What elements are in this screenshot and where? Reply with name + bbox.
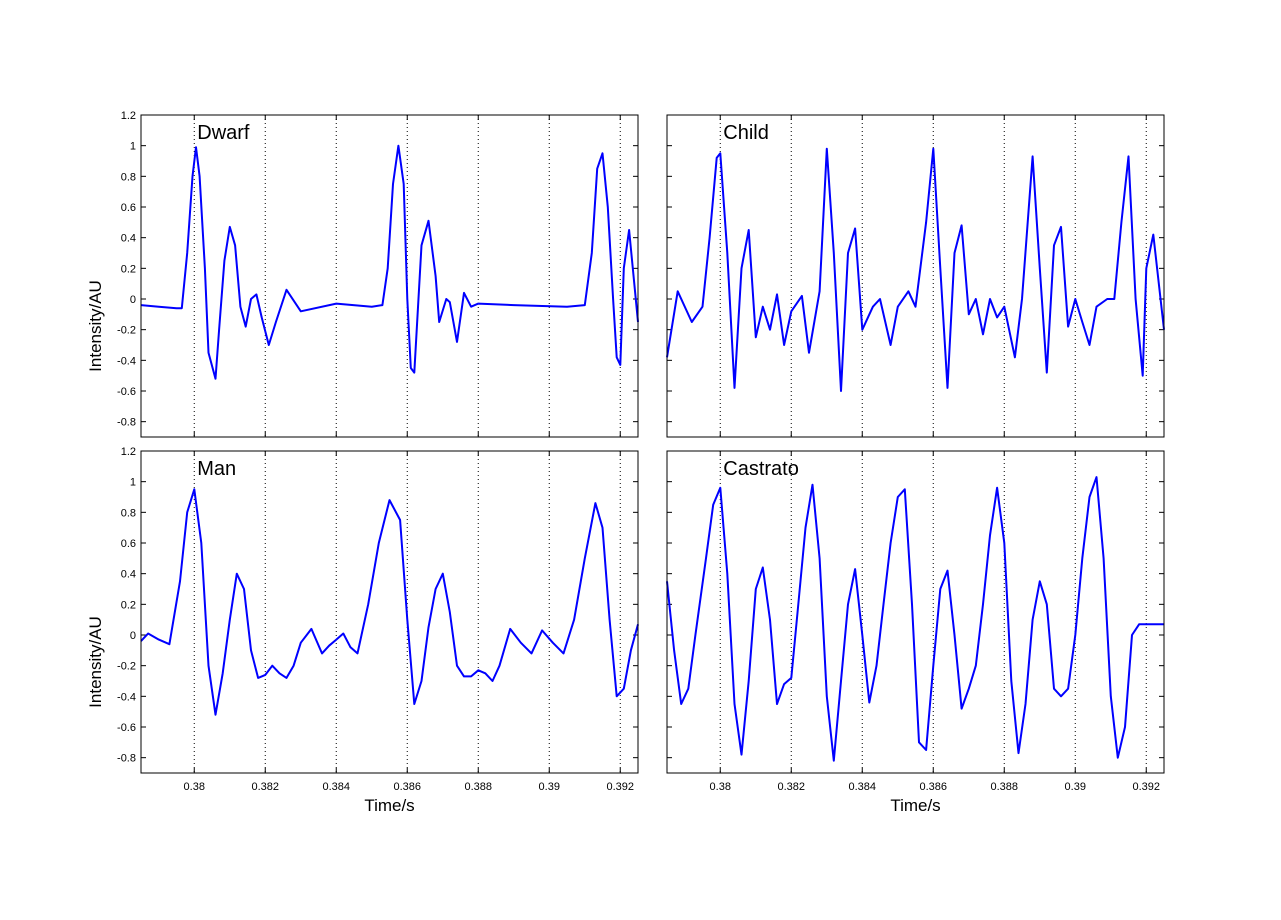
chart-panel-child: Child bbox=[666, 114, 1165, 438]
x-tick-label: 0.384 bbox=[322, 781, 350, 793]
y-tick-label: 0.2 bbox=[121, 263, 136, 275]
y-tick-label: 1 bbox=[130, 141, 136, 153]
axes-background bbox=[141, 451, 638, 773]
y-tick-label: 0.8 bbox=[121, 507, 136, 519]
x-tick-label: 0.388 bbox=[464, 781, 492, 793]
x-tick-label: 0.382 bbox=[251, 781, 279, 793]
y-tick-label: 0.8 bbox=[121, 171, 136, 183]
y-tick-label: 1 bbox=[130, 477, 136, 489]
y-axis-title: Intensity/AU bbox=[86, 616, 105, 708]
series-line bbox=[140, 488, 639, 716]
x-tick-label: 0.386 bbox=[919, 781, 947, 793]
axes-background bbox=[667, 451, 1164, 773]
axes-box bbox=[140, 114, 639, 438]
x-tick-label: 0.39 bbox=[539, 781, 560, 793]
y-tick-label: -0.6 bbox=[117, 722, 136, 734]
y-tick-label: 0.6 bbox=[121, 538, 136, 550]
y-tick-label: 0 bbox=[130, 630, 136, 642]
y-tick-label: -0.8 bbox=[117, 753, 136, 765]
x-tick-label: 0.38 bbox=[184, 781, 205, 793]
y-tick-label: 0.4 bbox=[121, 233, 136, 245]
y-axis-title: Intensity/AU bbox=[86, 280, 105, 372]
chart-panel-castrato: 0.38 0.382 0.384 0.386 0.388 0.39 0.392 Castrat… bbox=[666, 450, 1165, 815]
x-tick-label: 0.392 bbox=[606, 781, 634, 793]
chart-panel-man: -0.8 -0.6 -0.4 -0.2 0 0.2 0.4 0.6 0.8 1 1.2 0.38 0.3… bbox=[86, 446, 639, 815]
panel-title: Child bbox=[723, 122, 769, 144]
x-tick-label: 0.382 bbox=[777, 781, 805, 793]
panel-title: Dwarf bbox=[197, 122, 250, 144]
y-tick-label: 1.2 bbox=[121, 446, 136, 458]
series-line bbox=[666, 147, 1165, 392]
series-line bbox=[666, 476, 1164, 762]
y-tick-label: 0.6 bbox=[121, 202, 136, 214]
y-tick-label: -0.6 bbox=[117, 386, 136, 398]
axes-box bbox=[666, 114, 1165, 438]
panel-title: Castrato bbox=[723, 458, 799, 480]
axes-box bbox=[666, 450, 1165, 774]
y-tick-label: 0 bbox=[130, 294, 136, 306]
axes-box bbox=[140, 450, 639, 774]
y-tick-label: 0.2 bbox=[121, 599, 136, 611]
y-tick-label: -0.8 bbox=[117, 417, 136, 429]
y-tick-label: 1.2 bbox=[121, 110, 136, 122]
x-axis-title: Time/s bbox=[890, 796, 940, 815]
panel-title: Man bbox=[197, 458, 236, 480]
x-tick-label: 0.39 bbox=[1065, 781, 1086, 793]
y-tick-label: -0.2 bbox=[117, 325, 136, 337]
chart-panel-dwarf: -0.8 -0.6 -0.4 -0.2 0 0.2 0.4 0.6 0.8 1 1.2 Dwarf In… bbox=[86, 110, 639, 438]
x-tick-label: 0.388 bbox=[990, 781, 1018, 793]
y-tick-label: -0.2 bbox=[117, 661, 136, 673]
series-line bbox=[140, 144, 639, 380]
y-tick-label: -0.4 bbox=[117, 691, 136, 703]
x-tick-label: 0.386 bbox=[393, 781, 421, 793]
y-tick-label: 0.4 bbox=[121, 569, 136, 581]
x-axis-title: Time/s bbox=[364, 796, 414, 815]
axes-background bbox=[141, 115, 638, 437]
y-tick-label: -0.4 bbox=[117, 355, 136, 367]
x-tick-label: 0.384 bbox=[848, 781, 876, 793]
x-tick-label: 0.38 bbox=[710, 781, 731, 793]
axes-background bbox=[667, 115, 1164, 437]
x-tick-label: 0.392 bbox=[1132, 781, 1160, 793]
